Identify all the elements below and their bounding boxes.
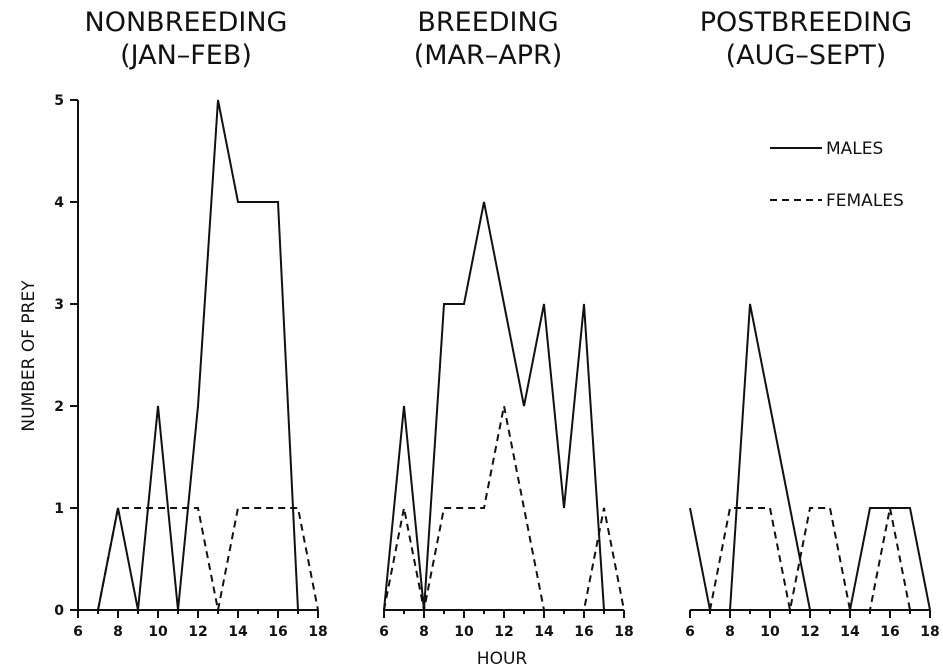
y-axis-label: NUMBER OF PREY bbox=[19, 280, 39, 432]
x-tick-label: 8 bbox=[113, 624, 123, 640]
x-tick-label: 16 bbox=[574, 624, 593, 640]
x-tick-label: 18 bbox=[614, 624, 633, 640]
y-tick-label: 4 bbox=[54, 195, 64, 211]
x-tick-label: 10 bbox=[454, 624, 474, 640]
x-tick-label: 12 bbox=[188, 624, 207, 640]
y-tick-label: 2 bbox=[54, 399, 64, 415]
panel-title-line2: (JAN–FEB) bbox=[120, 40, 252, 71]
panel-title-line1: NONBREEDING bbox=[85, 7, 288, 38]
series-males-line bbox=[97, 99, 299, 611]
x-tick-label: 8 bbox=[419, 624, 429, 640]
x-axis-label: HOUR bbox=[477, 649, 528, 669]
x-tick-label: 12 bbox=[494, 624, 513, 640]
panel-title-line1: POSTBREEDING bbox=[700, 7, 912, 38]
panel-title-line1: BREEDING bbox=[417, 7, 558, 38]
y-tick-label: 0 bbox=[54, 603, 64, 619]
x-tick-label: 12 bbox=[800, 624, 819, 640]
x-tick-label: 8 bbox=[725, 624, 735, 640]
series-females-line bbox=[383, 405, 625, 611]
x-tick-label: 6 bbox=[685, 624, 695, 640]
x-tick-label: 16 bbox=[880, 624, 899, 640]
series-males-line bbox=[689, 303, 931, 611]
x-tick-label: 14 bbox=[228, 624, 248, 640]
x-tick-label: 14 bbox=[534, 624, 554, 640]
series-females-line bbox=[709, 507, 911, 611]
x-tick-label: 6 bbox=[73, 624, 83, 640]
panel-postbreeding: POSTBREEDING (AUG–SEPT) 6 8 10 12 14 16 18 bbox=[685, 7, 940, 640]
panel-title-line2: (MAR–APR) bbox=[414, 40, 563, 71]
legend-females-label: FEMALES bbox=[826, 191, 904, 211]
x-tick-label: 18 bbox=[308, 624, 327, 640]
x-tick-label: 10 bbox=[148, 624, 168, 640]
series-males-line bbox=[383, 201, 605, 611]
y-tick-label: 1 bbox=[54, 501, 64, 517]
legend-males-label: MALES bbox=[826, 139, 883, 159]
x-tick-label: 6 bbox=[379, 624, 389, 640]
x-tick-label: 18 bbox=[920, 624, 939, 640]
legend: MALES FEMALES bbox=[770, 139, 904, 211]
x-tick-label: 16 bbox=[268, 624, 287, 640]
panel-breeding: BREEDING (MAR–APR) 6 8 10 12 14 16 18 bbox=[379, 7, 634, 640]
y-tick-label: 3 bbox=[54, 297, 64, 313]
x-tick-label: 10 bbox=[760, 624, 780, 640]
panel-title-line2: (AUG–SEPT) bbox=[726, 40, 887, 71]
series-females-line bbox=[97, 507, 319, 611]
x-tick-label: 14 bbox=[840, 624, 860, 640]
y-tick-label: 5 bbox=[54, 93, 64, 109]
